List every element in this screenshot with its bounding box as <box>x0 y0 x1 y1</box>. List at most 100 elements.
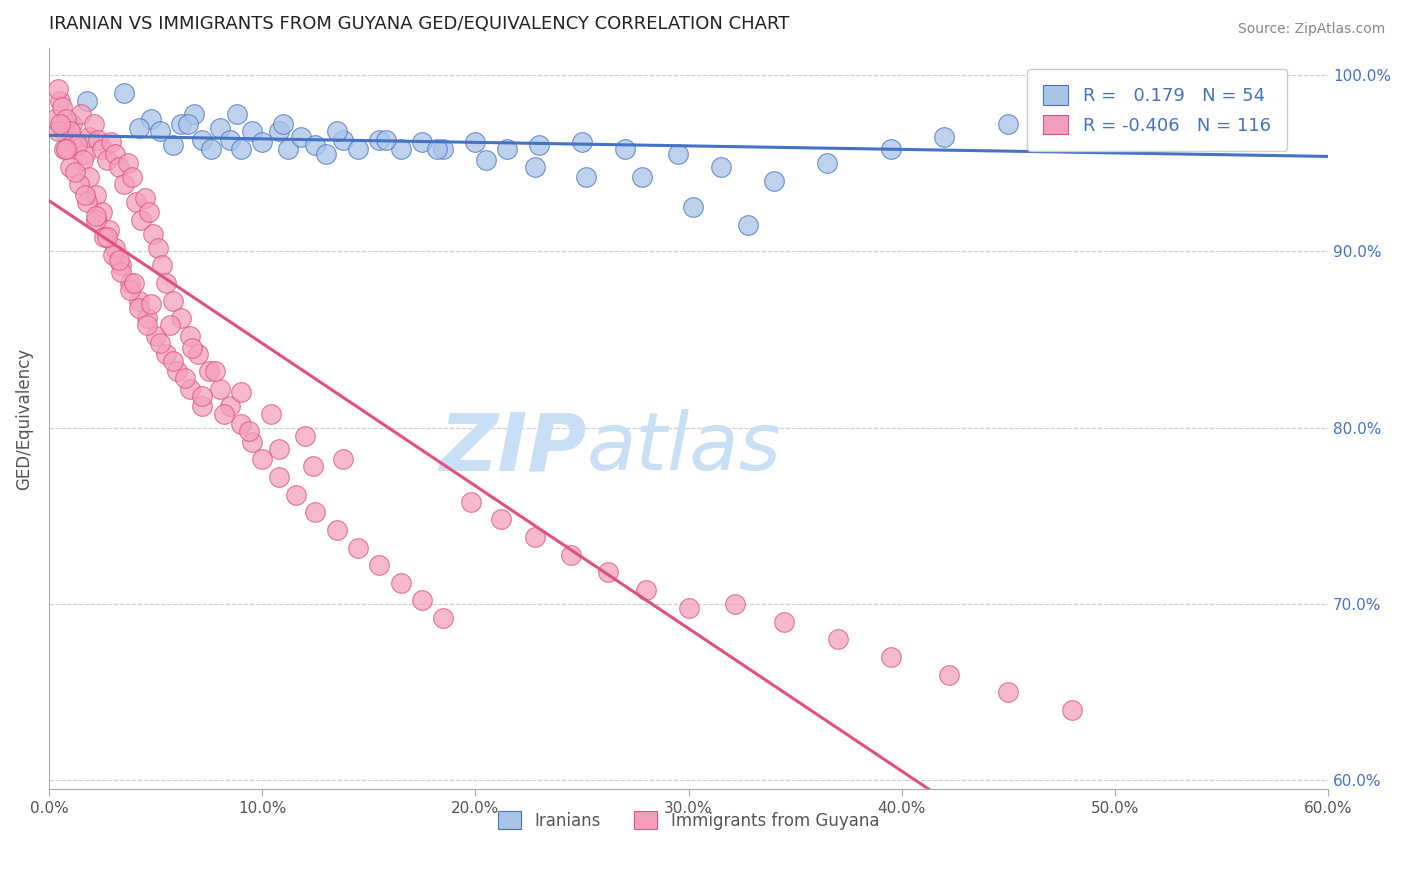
Point <box>773 615 796 629</box>
Text: ZIP: ZIP <box>439 409 586 487</box>
Point <box>219 400 242 414</box>
Point <box>155 346 177 360</box>
Point <box>155 276 177 290</box>
Point <box>96 230 118 244</box>
Point <box>411 135 433 149</box>
Point <box>596 566 619 580</box>
Point <box>159 318 181 333</box>
Point <box>44 112 66 126</box>
Point <box>174 371 197 385</box>
Point <box>575 170 598 185</box>
Point <box>269 124 291 138</box>
Point <box>55 112 77 126</box>
Point <box>880 142 903 156</box>
Point <box>571 135 593 149</box>
Point <box>315 147 337 161</box>
Point <box>100 135 122 149</box>
Point <box>72 153 94 167</box>
Point <box>496 142 519 156</box>
Point <box>524 160 547 174</box>
Point <box>162 138 184 153</box>
Point <box>229 142 252 156</box>
Point <box>91 205 114 219</box>
Point <box>250 135 273 149</box>
Point <box>129 212 152 227</box>
Point <box>128 301 150 315</box>
Point <box>134 191 156 205</box>
Point <box>240 124 263 138</box>
Point <box>326 523 349 537</box>
Point <box>212 407 235 421</box>
Point <box>332 133 354 147</box>
Point <box>489 512 512 526</box>
Point <box>269 470 291 484</box>
Point <box>66 138 89 153</box>
Point <box>191 389 214 403</box>
Point <box>121 170 143 185</box>
Point <box>91 142 114 156</box>
Point <box>128 293 150 308</box>
Point <box>93 230 115 244</box>
Point <box>142 227 165 241</box>
Point <box>112 86 135 100</box>
Point <box>426 142 449 156</box>
Point <box>56 142 79 156</box>
Point <box>229 385 252 400</box>
Point <box>76 194 98 209</box>
Point <box>815 156 838 170</box>
Point <box>141 112 163 126</box>
Point <box>208 382 231 396</box>
Point <box>238 424 260 438</box>
Point <box>250 452 273 467</box>
Point <box>55 142 77 156</box>
Point <box>122 276 145 290</box>
Point <box>666 147 689 161</box>
Point <box>59 124 82 138</box>
Point <box>191 133 214 147</box>
Point <box>240 434 263 449</box>
Point <box>136 318 159 333</box>
Point <box>66 135 89 149</box>
Point <box>104 147 127 161</box>
Point <box>70 106 93 120</box>
Text: atlas: atlas <box>586 409 780 487</box>
Point <box>347 142 370 156</box>
Point <box>302 459 325 474</box>
Point <box>46 124 69 138</box>
Point <box>219 133 242 147</box>
Point <box>179 382 201 396</box>
Point <box>138 205 160 219</box>
Point <box>634 582 657 597</box>
Point <box>464 135 486 149</box>
Point <box>880 649 903 664</box>
Point <box>118 283 141 297</box>
Point <box>87 133 110 147</box>
Text: Source: ZipAtlas.com: Source: ZipAtlas.com <box>1237 22 1385 37</box>
Point <box>389 142 412 156</box>
Point <box>762 174 785 188</box>
Point <box>63 165 86 179</box>
Point <box>938 667 960 681</box>
Point <box>52 124 75 138</box>
Point <box>347 541 370 555</box>
Point <box>162 293 184 308</box>
Point <box>277 142 299 156</box>
Point <box>52 142 75 156</box>
Point <box>48 95 70 109</box>
Point <box>110 259 132 273</box>
Point <box>934 129 956 144</box>
Point <box>96 153 118 167</box>
Point <box>136 311 159 326</box>
Point <box>294 429 316 443</box>
Point <box>141 297 163 311</box>
Point <box>460 494 482 508</box>
Point <box>83 117 105 131</box>
Point <box>225 106 247 120</box>
Y-axis label: GED/Equivalency: GED/Equivalency <box>15 348 32 490</box>
Point <box>183 106 205 120</box>
Point <box>389 575 412 590</box>
Point <box>75 187 97 202</box>
Point <box>79 170 101 185</box>
Point <box>62 117 84 131</box>
Point <box>524 530 547 544</box>
